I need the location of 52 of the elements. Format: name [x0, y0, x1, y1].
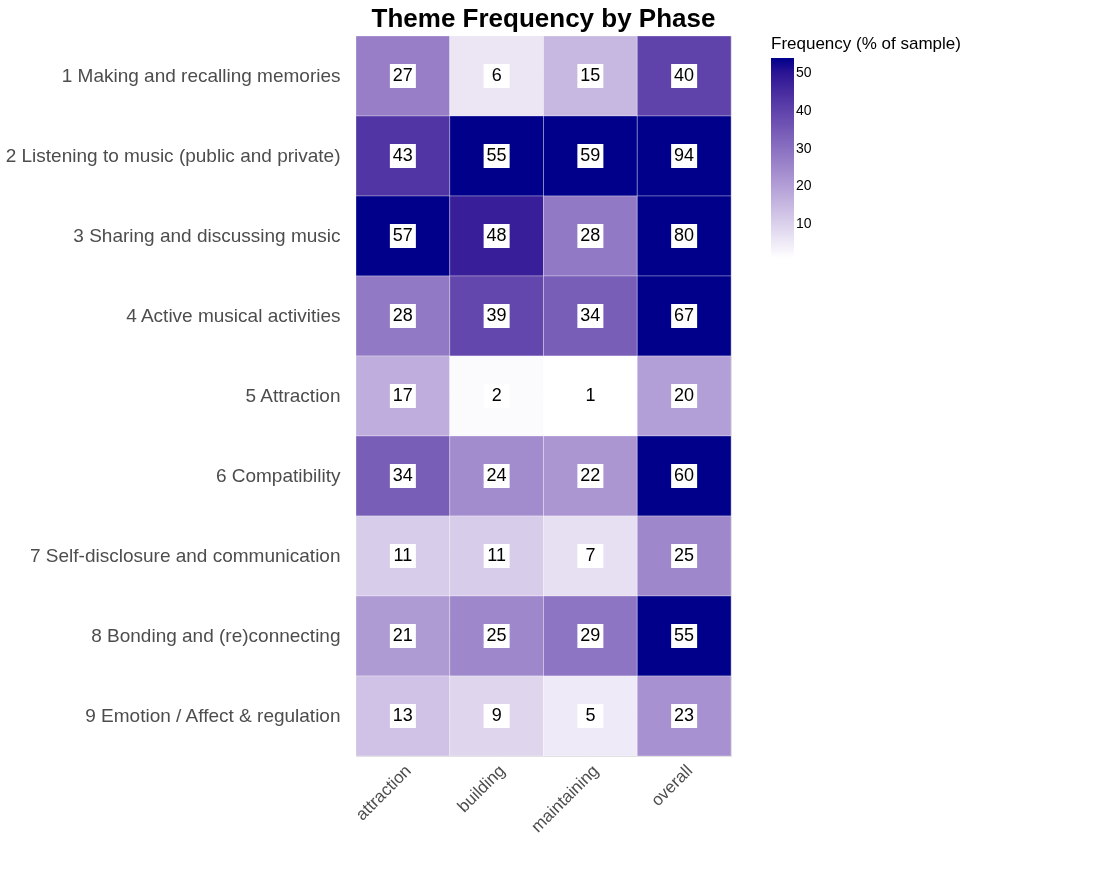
y-tick-label: 7 Self-disclosure and communication — [30, 545, 341, 566]
color-bar-label: 50 — [796, 64, 812, 81]
data-label: 20 — [674, 385, 695, 405]
data-label: 11 — [393, 545, 413, 565]
data-label: 27 — [392, 65, 413, 85]
data-label: 28 — [580, 225, 601, 245]
data-label: 34 — [392, 465, 413, 485]
chart-title: Theme Frequency by Phase — [371, 2, 716, 33]
y-tick-label: 4 Active musical activities — [126, 305, 341, 326]
data-label: 23 — [674, 705, 695, 725]
color-bar-label: 10 — [796, 215, 812, 232]
data-label: 17 — [392, 385, 413, 405]
data-label: 55 — [486, 145, 507, 165]
color-bar-label: 30 — [796, 139, 812, 156]
y-tick-label: 1 Making and recalling memories — [61, 65, 341, 86]
data-label: 11 — [487, 545, 506, 565]
color-bar-label: 40 — [796, 101, 812, 118]
data-label: 94 — [674, 145, 695, 165]
data-label: 29 — [580, 625, 601, 645]
data-label: 48 — [486, 225, 507, 245]
data-label: 57 — [392, 225, 413, 245]
data-label: 60 — [674, 465, 695, 485]
data-label: 1 — [585, 385, 596, 405]
y-tick-label: 9 Emotion / Affect & regulation — [85, 705, 341, 726]
y-tick-label: 8 Bonding and (re)connecting — [91, 625, 341, 646]
data-label: 22 — [580, 465, 601, 485]
data-label: 55 — [674, 625, 695, 645]
data-label: 67 — [674, 305, 695, 325]
data-label: 24 — [486, 465, 507, 485]
y-tick-label: 5 Attraction — [245, 385, 341, 406]
data-label: 40 — [674, 65, 695, 85]
color-bar-title: Frequency (% of sample) — [771, 34, 961, 53]
data-label: 80 — [674, 225, 695, 245]
data-label: 6 — [491, 65, 502, 85]
y-tick-label: 2 Listening to music (public and private) — [5, 145, 341, 166]
data-label: 21 — [392, 625, 413, 645]
data-label: 39 — [486, 305, 507, 325]
data-label: 25 — [486, 625, 507, 645]
data-label: 5 — [585, 705, 596, 725]
data-label: 15 — [580, 65, 601, 85]
data-label: 2 — [491, 385, 502, 405]
y-tick-label: 6 Compatibility — [215, 465, 341, 486]
data-label: 7 — [585, 545, 596, 565]
data-label: 28 — [392, 305, 413, 325]
data-label: 25 — [674, 545, 695, 565]
data-label: 59 — [580, 145, 601, 165]
y-tick-label: 3 Sharing and discussing music — [73, 225, 341, 246]
color-bar-label: 20 — [796, 177, 812, 194]
data-label: 34 — [580, 305, 601, 325]
data-label: 9 — [491, 705, 502, 725]
data-label: 13 — [392, 705, 413, 725]
data-label: 43 — [392, 145, 413, 165]
